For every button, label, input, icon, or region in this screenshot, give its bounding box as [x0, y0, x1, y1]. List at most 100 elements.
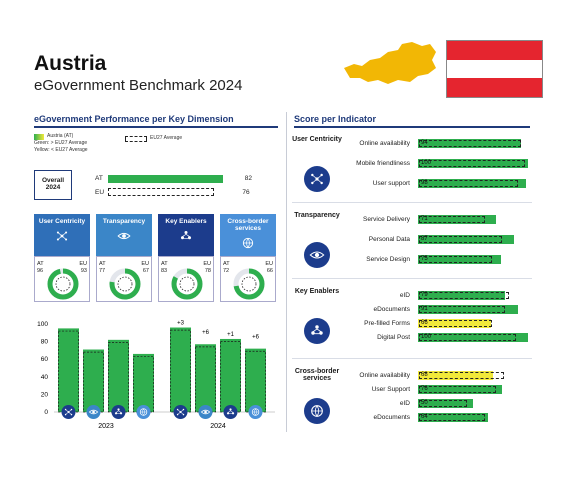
card-donut [171, 268, 203, 300]
bar-2024-3 [245, 348, 266, 412]
network-icon-glyph [176, 408, 185, 416]
indicator-bar [418, 179, 526, 188]
page-subtitle: eGovernment Benchmark 2024 [34, 77, 243, 94]
globe-icon [304, 398, 330, 424]
indicator-eu-outline [419, 256, 492, 263]
overall-label: Overall 2024 [34, 170, 72, 200]
indicator-eu-outline [419, 306, 505, 313]
eu-outline-2024-0 [170, 329, 191, 413]
card-eu-label: EU [203, 261, 211, 267]
legend-eu-label: EU27 Average [150, 135, 183, 141]
y-tick-label: 60 [41, 356, 49, 363]
bar-2024-2 [220, 338, 241, 412]
indicator-eu-outline [419, 320, 492, 327]
overall-at-value: 82 [244, 175, 253, 182]
card-donut [233, 268, 265, 300]
indicator-bar [418, 139, 522, 148]
indicator-bar [418, 215, 497, 224]
page-title: Austria [34, 52, 107, 75]
indicator-value: 76 [421, 386, 428, 392]
card-header-3: Cross-border services [220, 214, 276, 256]
right-section-title: Score per Indicator [294, 114, 377, 124]
indicator-value: 50 [421, 400, 428, 406]
network-icon [304, 166, 330, 192]
overall-eu-value: 76 [242, 189, 250, 196]
globe-icon-glyph [139, 408, 148, 416]
y-tick-label: 0 [44, 409, 48, 416]
card-donut [109, 268, 141, 300]
indicator-eu-outline [419, 386, 496, 393]
change-label: +3 [177, 321, 185, 327]
card-title: Cross-border services [227, 218, 269, 232]
card-header-1: Transparency [96, 214, 152, 256]
people-icon [158, 229, 214, 245]
indicator-bar [418, 371, 493, 380]
globe-icon-glyph [251, 408, 260, 416]
card-eu-value: 93 [80, 268, 87, 274]
indicator-label: eDocuments [373, 414, 411, 421]
y-tick-label: 100 [37, 321, 48, 328]
indicator-eu-outline [419, 372, 504, 379]
indicator-label: Online availability [359, 140, 410, 147]
legend-eu-swatch [125, 135, 147, 142]
indicator-label: Service Delivery [363, 216, 410, 223]
indicator-eu-outline [419, 400, 468, 407]
indicator-value: 64 [421, 414, 428, 420]
eu-outline-2023-1 [83, 351, 104, 413]
indicator-bar [418, 291, 505, 300]
eye-icon-glyph [88, 409, 99, 415]
bar-2023-1 [83, 349, 104, 412]
indicator-group-name: Key Enablers [294, 288, 340, 295]
indicator-value: 66 [421, 320, 428, 326]
card-at-label: AT [99, 261, 106, 267]
indicator-label: Pre-filled Forms [364, 320, 410, 327]
indicator-bar [418, 305, 519, 314]
network-icon-glyph [64, 408, 73, 416]
indicator-bar [418, 385, 502, 394]
indicator-bar [418, 413, 489, 422]
indicator-bar [418, 399, 473, 408]
network-icon [34, 229, 90, 245]
indicator-value: 87 [421, 236, 428, 242]
indicator-label: Digital Post [377, 334, 410, 341]
dimension-bar-chart: 100 80 60 40 20 0 2023 +3 +6 +1 +6 2024 [37, 321, 275, 430]
austria-map-icon [344, 42, 436, 84]
card-body-2: AT 83 EU 78 [158, 256, 214, 302]
change-label: +1 [227, 332, 235, 338]
eye-icon [96, 229, 152, 245]
people-icon [223, 405, 238, 419]
indicator-value: 75 [421, 256, 428, 262]
change-label: +6 [202, 330, 210, 336]
card-eu-label: EU [79, 261, 87, 267]
indicator-label: User support [372, 180, 410, 187]
overall-at-bar [108, 175, 223, 183]
people-icon [111, 405, 126, 419]
legend-yellow-note: Yellow: < EU27 Average [34, 147, 88, 153]
indicator-label: User Support [371, 386, 410, 393]
indicator-eu-outline [419, 140, 522, 147]
group-label: 2023 [98, 423, 114, 430]
card-body-0: AT 96 EU 93 [34, 256, 90, 302]
indicator-eu-outline [419, 334, 516, 341]
indicator-value: 100 [421, 334, 432, 340]
card-at-value: 72 [223, 268, 230, 274]
indicator-value: 71 [421, 216, 428, 222]
indicator-bar [418, 159, 528, 168]
column-divider [286, 112, 287, 432]
legend-green-note: Green: > EU27 Average [34, 140, 88, 146]
card-header-0: User Centricity [34, 214, 90, 256]
indicator-eu-outline [419, 236, 502, 243]
austria-flag [446, 40, 543, 98]
card-at-value: 77 [99, 268, 106, 274]
change-label: +6 [252, 335, 260, 341]
card-eu-value: 78 [204, 268, 211, 274]
card-at-label: AT [223, 261, 230, 267]
card-eu-label: EU [141, 261, 149, 267]
bar-2023-2 [108, 339, 129, 412]
indicator-value: 98 [421, 180, 428, 186]
card-eu-label: EU [265, 261, 273, 267]
card-at-label: AT [37, 261, 44, 267]
bar-2024-0 [170, 327, 191, 412]
overall-at-label: AT [95, 175, 103, 182]
overall-eu-bar [108, 188, 215, 196]
